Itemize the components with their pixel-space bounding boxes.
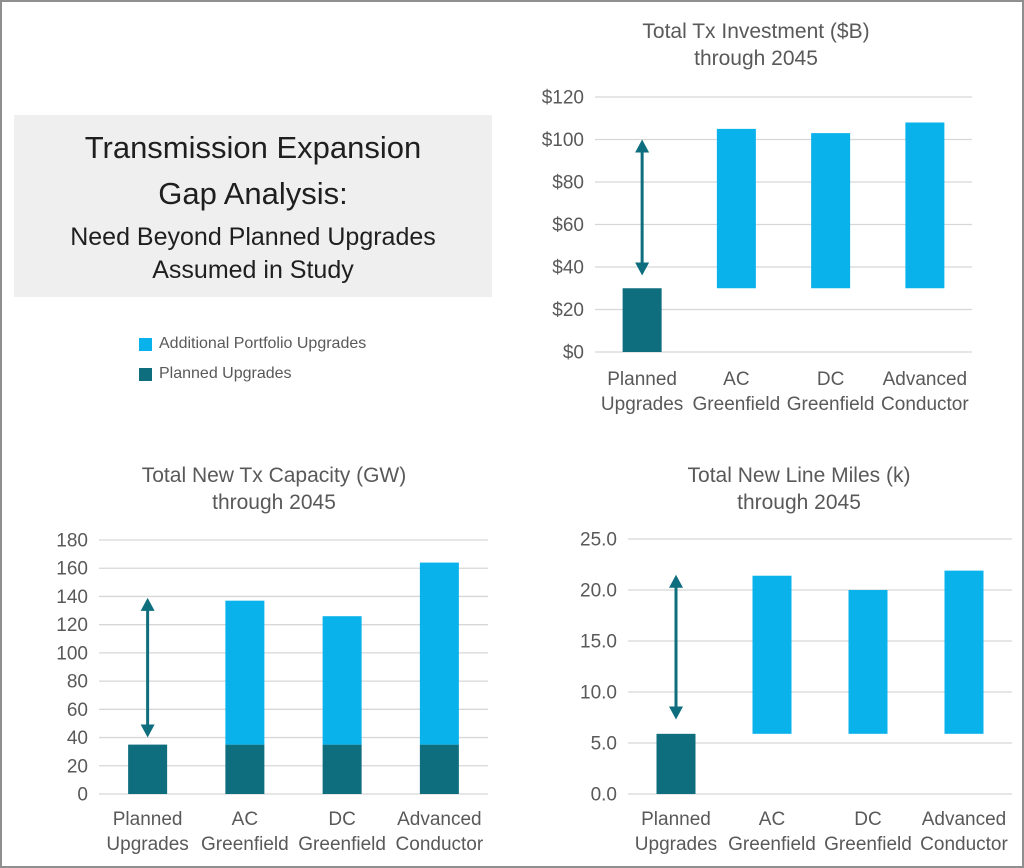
- y-tick-label: 180: [56, 531, 88, 552]
- y-tick-label: $100: [542, 130, 584, 151]
- chart-subtitle: through 2045: [737, 491, 861, 514]
- bar-segment-additional: [716, 128, 756, 289]
- main-subtitle-line-2: Assumed in Study: [152, 256, 354, 284]
- x-category-label: Greenfield: [201, 834, 289, 855]
- bar-segment-planned: [225, 744, 265, 794]
- legend-label-planned: Planned Upgrades: [159, 365, 292, 382]
- x-category-label: Planned: [607, 369, 677, 390]
- legend: Additional Portfolio Upgrades Planned Up…: [139, 329, 366, 389]
- y-tick-label: 120: [56, 615, 88, 636]
- y-tick-label: 160: [56, 559, 88, 580]
- legend-swatch-planned-icon: [139, 367, 152, 381]
- y-tick-label: $60: [552, 215, 584, 236]
- y-tick-label: 80: [67, 672, 88, 693]
- x-category-label: AC: [723, 369, 749, 390]
- bar-segment-additional: [905, 122, 945, 289]
- bar-segment-planned: [622, 288, 662, 352]
- main-title: Transmission Expansion Gap Analysis:: [14, 125, 492, 217]
- x-category-label: DC: [817, 369, 844, 390]
- y-tick-label: $40: [552, 258, 584, 279]
- bar-segment-additional: [944, 570, 984, 734]
- x-category-label: AC: [232, 809, 258, 830]
- x-category-label: Planned: [641, 809, 711, 830]
- x-category-label: Planned: [113, 809, 183, 830]
- legend-swatch-additional-icon: [139, 337, 152, 351]
- bar-segment-additional: [752, 575, 792, 734]
- y-tick-label: 20: [67, 756, 88, 777]
- x-category-label: DC: [328, 809, 355, 830]
- y-tick-label: $80: [552, 173, 584, 194]
- y-tick-label: 5.0: [591, 734, 617, 755]
- x-category-label: Advanced: [883, 369, 968, 390]
- bar-segment-additional: [848, 590, 888, 734]
- y-tick-label: 15.0: [580, 632, 617, 653]
- x-category-label: Greenfield: [693, 394, 781, 415]
- y-tick-label: 10.0: [580, 683, 617, 704]
- x-category-label: Conductor: [396, 834, 484, 855]
- x-category-label: Conductor: [920, 834, 1008, 855]
- y-tick-label: 60: [67, 700, 88, 721]
- title-block: Transmission Expansion Gap Analysis: Nee…: [14, 115, 492, 297]
- y-tick-label: 40: [67, 728, 88, 749]
- x-category-label: Greenfield: [298, 834, 386, 855]
- x-category-label: DC: [854, 809, 881, 830]
- y-tick-label: 140: [56, 587, 88, 608]
- bar-segment-additional: [811, 133, 851, 289]
- main-subtitle: Need Beyond Planned Upgrades Assumed in …: [14, 221, 492, 287]
- chart-subtitle: through 2045: [212, 491, 336, 514]
- gap-arrow-head-up-icon: [669, 574, 683, 588]
- gap-arrow-head-up-icon: [140, 597, 155, 611]
- gap-arrow-head-up-icon: [635, 139, 650, 153]
- y-tick-label: $0: [563, 343, 584, 364]
- chart-total-new-tx-capacity: Total New Tx Capacity (GW) through 2045 0 2…: [56, 464, 488, 855]
- x-category-label: Greenfield: [787, 394, 875, 415]
- main-subtitle-line-1: Need Beyond Planned Upgrades: [70, 223, 436, 251]
- x-category-label: AC: [759, 809, 785, 830]
- bar-segment-additional: [225, 600, 265, 745]
- bar-segment-additional: [322, 616, 362, 745]
- x-category-label: Conductor: [881, 394, 969, 415]
- main-title-line-1: Transmission Expansion: [84, 130, 422, 165]
- bar-segment-planned: [322, 744, 362, 794]
- gap-arrow-head-down-icon: [669, 706, 683, 720]
- chart-title: Total New Tx Capacity (GW): [142, 464, 407, 487]
- y-tick-label: $120: [542, 88, 584, 109]
- y-tick-label: 100: [56, 643, 88, 664]
- x-category-label: Greenfield: [824, 834, 912, 855]
- x-category-label: Greenfield: [728, 834, 816, 855]
- x-category-label: Upgrades: [635, 834, 717, 855]
- bar-segment-planned: [128, 744, 168, 794]
- gap-arrow-head-down-icon: [635, 262, 650, 276]
- main-title-line-2: Gap Analysis:: [158, 176, 348, 211]
- x-category-label: Advanced: [922, 809, 1007, 830]
- legend-item-planned: Planned Upgrades: [139, 359, 366, 389]
- y-tick-label: 25.0: [580, 530, 617, 551]
- chart-total-tx-investment: Total Tx Investment ($B) through 2045 $0 $2…: [542, 20, 972, 415]
- y-tick-label: $20: [552, 300, 584, 321]
- legend-item-additional: Additional Portfolio Upgrades: [139, 329, 366, 359]
- bar-segment-additional: [419, 562, 459, 745]
- bar-segment-planned: [419, 744, 459, 794]
- x-category-label: Upgrades: [601, 394, 683, 415]
- legend-label-additional: Additional Portfolio Upgrades: [159, 335, 367, 352]
- chart-title: Total Tx Investment ($B): [642, 20, 869, 43]
- y-tick-label: 0: [77, 785, 88, 806]
- y-tick-label: 0.0: [591, 785, 617, 806]
- x-category-label: Advanced: [397, 809, 482, 830]
- gap-arrow-head-down-icon: [140, 724, 155, 738]
- y-tick-label: 20.0: [580, 581, 617, 602]
- bar-segment-planned: [656, 733, 696, 794]
- chart-subtitle: through 2045: [694, 47, 818, 70]
- chart-title: Total New Line Miles (k): [688, 464, 911, 487]
- chart-total-new-line-miles: Total New Line Miles (k) through 2045 0.0 5…: [580, 464, 1012, 855]
- x-category-label: Upgrades: [106, 834, 188, 855]
